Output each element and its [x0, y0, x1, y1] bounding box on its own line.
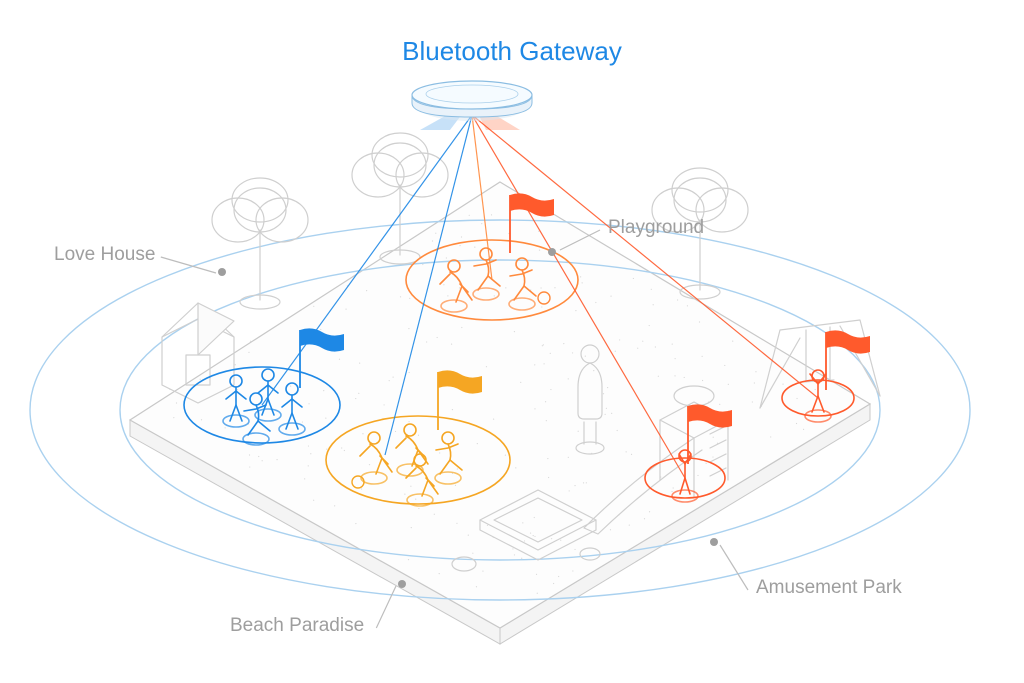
label-love-house: Love House: [54, 244, 155, 266]
leader-line: [161, 257, 216, 273]
diagram-title: Bluetooth Gateway: [402, 36, 622, 67]
tree-icon: [212, 178, 308, 309]
diagram-stage: Bluetooth Gateway Love House Playground Be…: [0, 0, 1024, 683]
leader-line: [376, 586, 396, 628]
label-playground: Playground: [608, 217, 704, 239]
leader-dot: [710, 538, 718, 546]
leader-dot: [218, 268, 226, 276]
gateway-icon: [412, 81, 532, 121]
label-amusement-park: Amusement Park: [756, 577, 902, 599]
ground-top: [130, 182, 870, 628]
leader-dot: [548, 248, 556, 256]
label-beach-paradise: Beach Paradise: [230, 615, 364, 637]
leader-dot: [398, 580, 406, 588]
leader-line: [720, 545, 748, 590]
